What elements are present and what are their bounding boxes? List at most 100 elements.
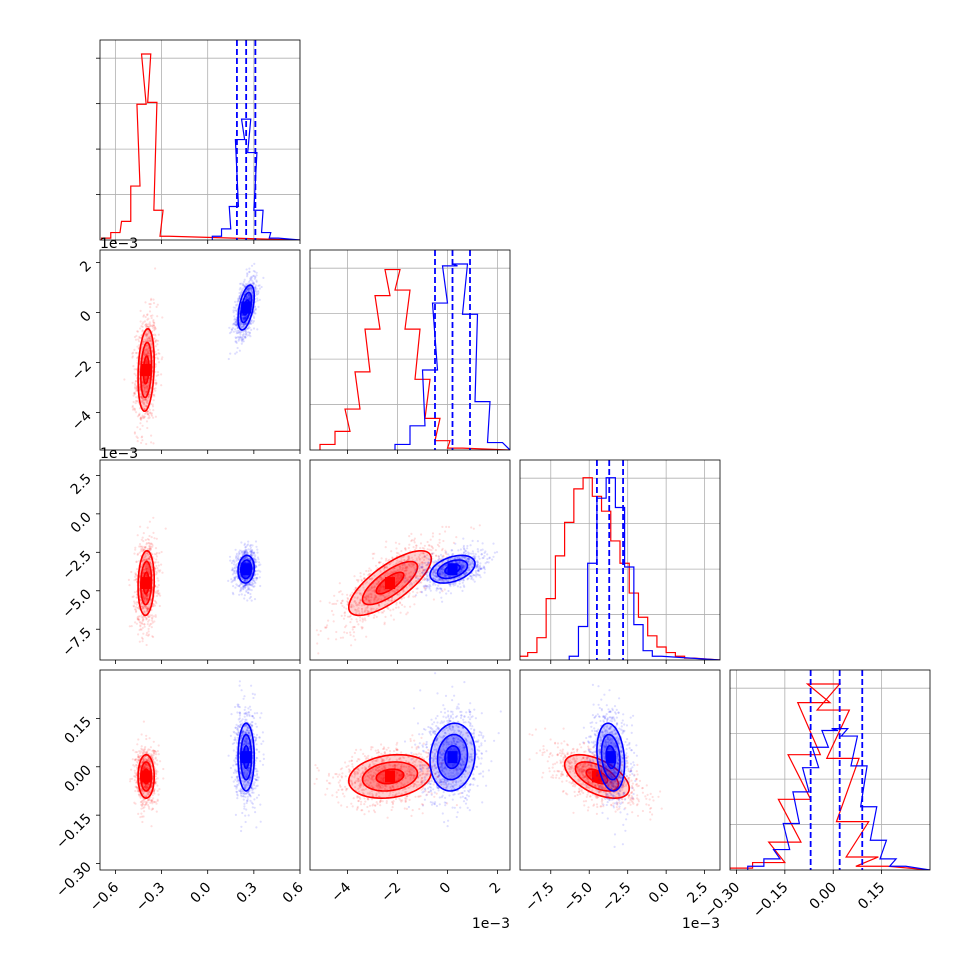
blue-point — [244, 322, 247, 325]
red-point — [421, 561, 424, 564]
red-point — [141, 559, 144, 562]
red-point — [128, 625, 131, 628]
blue-point — [461, 567, 464, 570]
red-point — [152, 635, 155, 639]
red-point — [315, 629, 318, 632]
red-point — [133, 600, 136, 603]
red-point — [144, 334, 148, 337]
red-point — [416, 574, 419, 578]
blue-contour-line — [237, 554, 255, 584]
blue-point — [230, 561, 233, 565]
blue-point — [245, 328, 248, 331]
red-point — [385, 540, 388, 543]
red-point — [144, 405, 147, 408]
red-point — [358, 612, 361, 615]
blue-point — [235, 321, 238, 324]
blue-point — [472, 555, 475, 558]
blue-point — [429, 555, 432, 558]
blue-histogram — [394, 263, 510, 450]
red-point — [405, 613, 408, 616]
blue-point — [435, 579, 438, 582]
blue-point — [438, 564, 441, 567]
red-point — [151, 569, 154, 572]
red-point — [141, 417, 144, 420]
red-point — [438, 532, 441, 536]
blue-point — [241, 325, 244, 328]
blue-point — [248, 597, 251, 600]
blue-point — [232, 309, 235, 312]
red-point — [407, 555, 410, 558]
red-point — [145, 563, 149, 566]
blue-point — [239, 322, 242, 325]
blue-point — [435, 575, 439, 578]
red-point — [147, 569, 150, 572]
blue-point — [251, 289, 254, 292]
blue-point — [243, 578, 246, 582]
red-point — [359, 600, 362, 603]
blue-point — [244, 315, 247, 318]
red-point — [371, 577, 374, 580]
red-point — [365, 597, 368, 600]
red-point — [370, 596, 373, 599]
red-point — [154, 614, 157, 617]
blue-point — [253, 270, 257, 273]
panel-2-1 — [309, 459, 511, 664]
red-point — [385, 566, 389, 570]
red-point — [148, 322, 151, 326]
red-point — [143, 557, 146, 560]
blue-point — [240, 339, 243, 342]
blue-point — [424, 568, 427, 571]
red-point — [145, 618, 148, 621]
red-point — [157, 352, 160, 355]
red-point — [148, 624, 151, 628]
red-point — [409, 576, 412, 579]
blue-point — [251, 280, 254, 283]
red-point — [405, 580, 409, 583]
red-point — [148, 338, 152, 341]
red-point — [141, 559, 144, 562]
red-point — [152, 302, 156, 305]
blue-point — [462, 551, 465, 554]
red-point — [425, 557, 428, 560]
red-point — [438, 557, 441, 560]
blue-point — [255, 271, 258, 274]
y-tick-label: −2.5 — [59, 548, 94, 583]
blue-point — [248, 287, 251, 290]
red-point — [368, 588, 371, 591]
red-point — [343, 611, 347, 614]
red-point — [157, 579, 160, 582]
red-point — [384, 603, 387, 607]
red-point — [146, 313, 149, 316]
red-point — [323, 626, 327, 629]
red-point — [155, 553, 158, 556]
red-point — [367, 569, 370, 573]
red-point — [141, 342, 144, 345]
red-point — [146, 594, 149, 597]
blue-point — [256, 548, 259, 551]
red-point — [136, 436, 139, 439]
blue-point — [479, 576, 482, 579]
red-point — [147, 570, 150, 573]
blue-point — [236, 336, 239, 339]
red-point — [404, 547, 407, 550]
red-point — [141, 626, 144, 630]
blue-point — [247, 287, 250, 290]
blue-point — [465, 571, 468, 574]
red-point — [350, 606, 353, 609]
blue-point — [461, 566, 464, 569]
red-point — [134, 380, 137, 383]
red-point — [365, 598, 368, 601]
red-point — [362, 577, 366, 581]
red-point — [145, 565, 148, 568]
red-point — [426, 563, 429, 566]
red-point — [156, 577, 159, 580]
red-point — [136, 330, 139, 333]
red-point — [131, 355, 134, 358]
blue-point — [242, 317, 245, 320]
red-point — [370, 593, 373, 597]
red-point — [367, 610, 371, 613]
blue-point — [421, 565, 424, 569]
red-point — [128, 584, 131, 587]
red-point — [406, 611, 409, 614]
red-point — [154, 379, 157, 382]
